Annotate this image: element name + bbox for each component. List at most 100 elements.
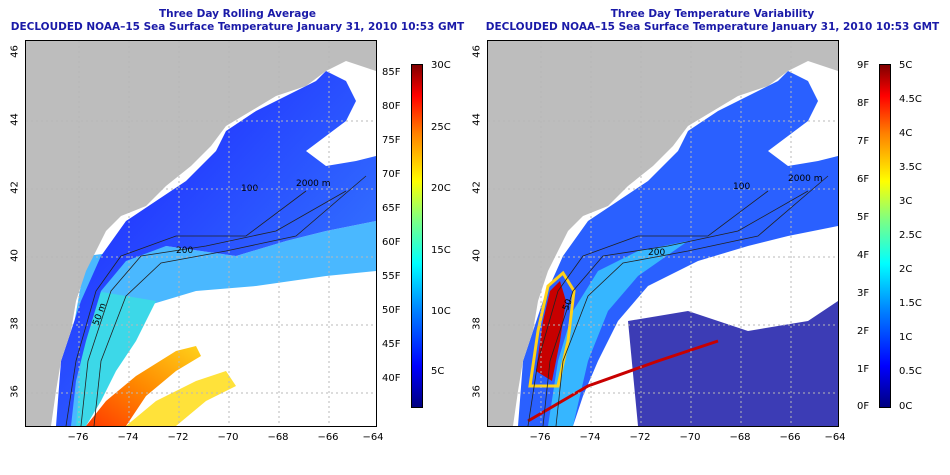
sst-variability-map: 2000 m 100 200 50: [487, 40, 839, 427]
contour-label: 200: [176, 246, 193, 256]
sst-average-map: 2000 m 100 200 50 m: [25, 40, 377, 427]
y-tick: 46: [471, 45, 483, 58]
contour-50m: [65, 190, 307, 426]
x-tick: −64: [824, 432, 846, 443]
x-tick: −68: [729, 432, 751, 443]
contour-label: 2000 m: [296, 179, 331, 189]
warm-streak: [126, 371, 236, 426]
colorbar-label-f: 85F: [382, 67, 401, 78]
y-tick: 36: [9, 385, 21, 398]
colorbar-label-f: 4F: [857, 250, 870, 261]
colorbar-label-f: 80F: [382, 101, 401, 112]
title-line-1: Three Day Rolling Average: [158, 8, 317, 20]
high-variability-front: [536, 281, 566, 381]
y-tick: 38: [9, 317, 21, 330]
y-tick: 40: [9, 249, 21, 262]
colorbar-label-c: 3C: [899, 196, 913, 207]
y-tick: 42: [471, 181, 483, 194]
land-mass: [26, 41, 376, 426]
colorbar-label-f: 70F: [382, 169, 401, 180]
colorbar-label-c: 1.5C: [899, 298, 922, 309]
colorbar: [411, 64, 423, 408]
colorbar-label-c: 10C: [431, 306, 451, 317]
colorbar-label-c: 15C: [431, 245, 451, 256]
mid-variability: [548, 241, 688, 426]
x-tick: −70: [679, 432, 701, 443]
title-line-2: DECLOUDED NOAA–15 Sea Surface Temperatur…: [485, 21, 940, 33]
colorbar-label-f: 1F: [857, 364, 870, 375]
contour-label: 2000 m: [788, 174, 823, 184]
offshore-cool-water: [66, 221, 376, 426]
map-title: Three Day Temperature Variability DECLOU…: [475, 8, 950, 34]
y-tick: 44: [471, 113, 483, 126]
y-tick: 42: [9, 181, 21, 194]
y-tick: 44: [9, 113, 21, 126]
sst-average-panel: Three Day Rolling Average DECLOUDED NOAA…: [0, 8, 475, 443]
colorbar-label-f: 5F: [857, 212, 870, 223]
colorbar-label-c: 2.5C: [899, 230, 922, 241]
colorbar-label-c: 20C: [431, 183, 451, 194]
colorbar-label-c: 3.5C: [899, 162, 922, 173]
colorbar-label-f: 55F: [382, 271, 401, 282]
x-tick: −70: [217, 432, 239, 443]
colorbar-label-f: 50F: [382, 305, 401, 316]
y-tick: 36: [471, 385, 483, 398]
x-tick: −66: [779, 432, 801, 443]
front-edge: [528, 270, 576, 388]
colorbar-label-f: 40F: [382, 373, 401, 384]
colorbar-label-f: 75F: [382, 135, 401, 146]
colorbar-label-c: 0.5C: [899, 366, 922, 377]
contour-label: 200: [648, 248, 665, 258]
y-tick: 46: [9, 45, 21, 58]
offshore-low-variability: [628, 301, 838, 426]
contour-200m: [542, 190, 809, 426]
colorbar-label-c: 1C: [899, 332, 913, 343]
contour-label: 100: [733, 182, 750, 192]
gulf-stream: [86, 346, 201, 426]
sst-variability-panel: Three Day Temperature Variability DECLOU…: [471, 0, 950, 475]
x-tick: −64: [362, 432, 384, 443]
contour-50m: [527, 190, 769, 426]
colorbar-label-c: 5C: [899, 60, 913, 71]
colorbar-label-f: 7F: [857, 136, 870, 147]
colorbar-label-c: 25C: [431, 122, 451, 133]
colorbar-label-c: 2C: [899, 264, 913, 275]
colorbar-label-c: 5C: [431, 366, 445, 377]
colorbar-label-c: 4.5C: [899, 94, 922, 105]
contour-2000m: [93, 175, 367, 426]
contour-2000m: [555, 175, 829, 426]
colorbar-label-f: 8F: [857, 98, 870, 109]
contour-200m: [80, 190, 347, 426]
colorbar-label-f: 9F: [857, 60, 870, 71]
colorbar-label-f: 6F: [857, 174, 870, 185]
title-line-1: Three Day Temperature Variability: [610, 8, 815, 20]
x-tick: −66: [317, 432, 339, 443]
contour-label: 100: [241, 184, 258, 194]
x-tick: −76: [67, 432, 89, 443]
x-tick: −72: [167, 432, 189, 443]
x-tick: −72: [629, 432, 651, 443]
colorbar-label-f: 0F: [857, 401, 870, 412]
x-tick: −74: [579, 432, 601, 443]
colorbar-label-f: 3F: [857, 288, 870, 299]
colorbar-label-f: 45F: [382, 339, 401, 350]
colorbar-label-c: 30C: [431, 60, 451, 71]
shelf-water: [56, 71, 376, 426]
land-mass: [488, 41, 838, 426]
colorbar-label-f: 60F: [382, 237, 401, 248]
y-tick: 38: [471, 317, 483, 330]
shelf-variability: [518, 71, 838, 426]
colorbar-label-c: 0C: [899, 401, 913, 412]
contour-label: 50: [561, 298, 574, 312]
gulf-front-line: [527, 339, 719, 423]
colorbar-label-c: 4C: [899, 128, 913, 139]
colorbar: [879, 64, 891, 408]
x-tick: −76: [529, 432, 551, 443]
map-title: Three Day Rolling Average DECLOUDED NOAA…: [0, 8, 475, 34]
colorbar-label-f: 65F: [382, 203, 401, 214]
colorbar-label-f: 2F: [857, 326, 870, 337]
y-tick: 40: [471, 249, 483, 262]
x-tick: −68: [267, 432, 289, 443]
x-tick: −74: [117, 432, 139, 443]
title-line-2: DECLOUDED NOAA–15 Sea Surface Temperatur…: [10, 21, 465, 33]
